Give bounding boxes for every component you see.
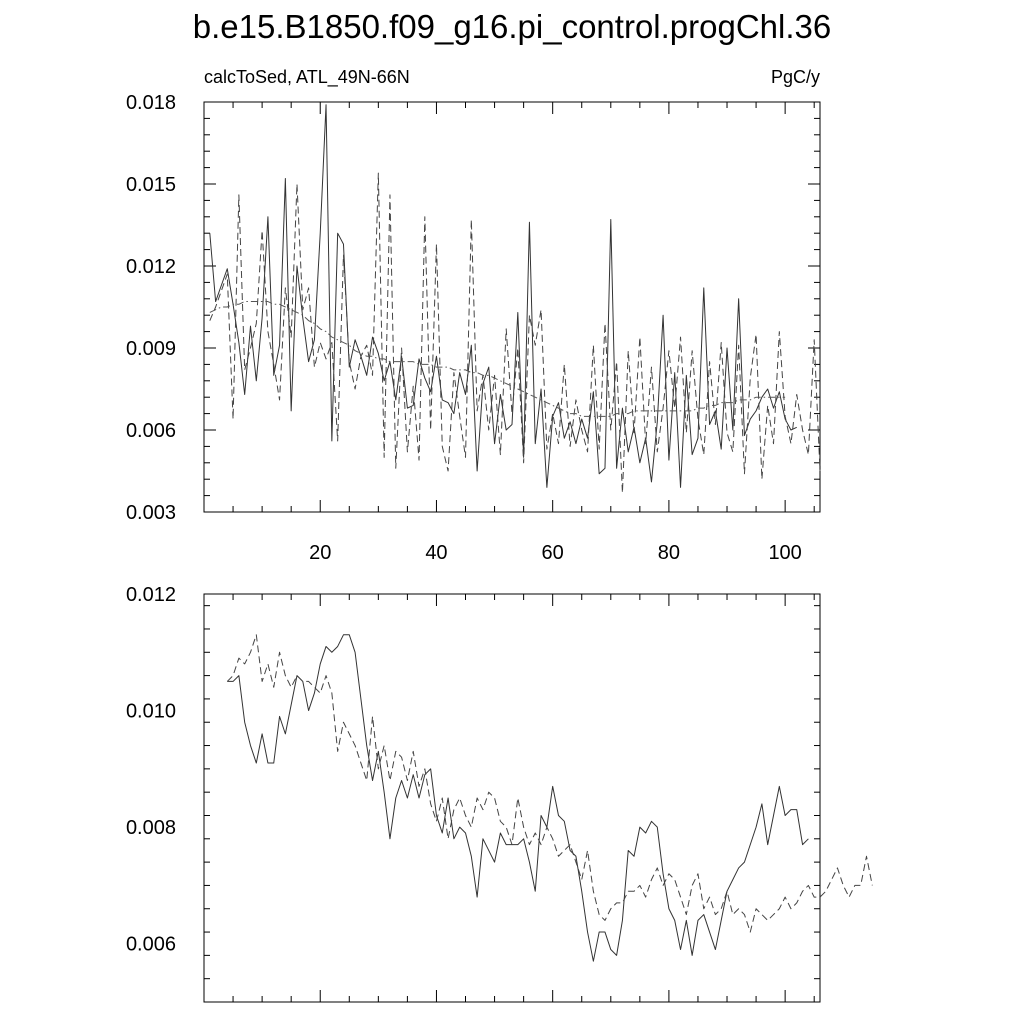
y-tick-label: 0.009 (126, 338, 176, 360)
x-tick-label: 20 (309, 542, 331, 564)
x-tick-label: 80 (658, 542, 680, 564)
y-tick-label: 0.012 (126, 256, 176, 278)
x-tick-label: 100 (768, 542, 801, 564)
plot-frame (203, 101, 821, 513)
series-line-dashdot (209, 301, 786, 417)
y-tick-label: 0.008 (126, 817, 176, 839)
y-tick-label: 0.018 (126, 92, 176, 114)
y-tick-label: 0.010 (126, 701, 176, 723)
bottom-panel-plot: 0.006 0.008 0.010 0.012 (126, 584, 873, 1003)
figure-title: b.e15.B1850.f09_g16.pi_control.progChl.3… (193, 8, 832, 45)
y-tick-label: 0.015 (126, 174, 176, 196)
y-tick-label: 0.006 (126, 934, 176, 956)
x-tick-label: 40 (425, 542, 447, 564)
plot-frame (203, 593, 821, 1003)
series-line-solid (209, 104, 797, 488)
top-panel-units-label: PgC/y (771, 67, 820, 87)
series-line-dashed (209, 172, 821, 494)
top-panel-left-label: calcToSed, ATL_49N-66N (204, 67, 410, 88)
series-line-dashed (226, 634, 873, 933)
y-tick-label: 0.012 (126, 584, 176, 606)
y-tick-label: 0.006 (126, 420, 176, 442)
y-tick-label: 0.003 (126, 502, 176, 524)
top-panel-plot: 20 40 60 80 100 0.003 0.006 0.009 0.012 0.015 0.01… (126, 92, 821, 564)
series-line-solid (227, 634, 809, 962)
x-tick-label: 60 (542, 542, 564, 564)
